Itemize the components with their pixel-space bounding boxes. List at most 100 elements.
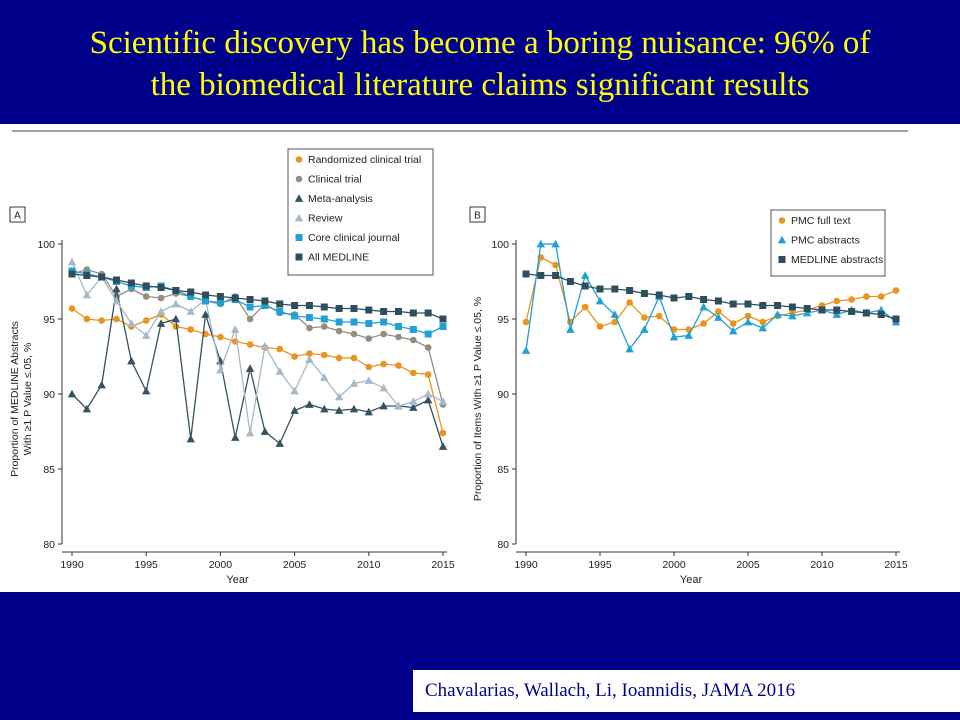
panel-a-series-5-point: [320, 303, 328, 311]
panel-a-series-5-point: [157, 284, 165, 291]
panel-a-series-4-point: [276, 308, 284, 315]
panel-a-series-2-point: [67, 389, 77, 398]
panel-a-series-5-point: [365, 306, 373, 314]
panel-b-series-2-point: [566, 278, 574, 285]
panel-a-series-3-point: [171, 299, 181, 308]
panel-a-series-2-point: [186, 434, 195, 443]
panel-b-series-2-point: [626, 287, 634, 294]
panel-a-series-5-point: [261, 297, 269, 305]
panel-b-series-2-point: [537, 272, 545, 279]
panel-a-series-2-point: [305, 400, 314, 408]
panel-a-series-5-point: [231, 294, 239, 302]
panel-a-series-2-point: [320, 404, 329, 413]
panel-a-series-0-point: [380, 360, 387, 368]
panel-b-series-0-point: [744, 312, 752, 320]
panel-a-series-3-point: [379, 383, 388, 392]
panel-a-series-5-point: [409, 309, 417, 317]
panel-a-series-3-point: [409, 397, 418, 405]
panel-a-series-0-point: [306, 350, 313, 357]
panel-b-x-tick-label: 2005: [736, 559, 760, 571]
panel-b-series-1-point: [773, 310, 782, 318]
panel-b-x-tick-label: 2015: [884, 559, 908, 571]
panel-b-series-1-point: [699, 302, 708, 311]
panel-b-series-1-point: [669, 332, 679, 341]
panel-a-series-2-point: [97, 380, 106, 389]
panel-a-series-1-point: [157, 294, 165, 302]
panel-a-series-0-point: [113, 315, 120, 323]
panel-b-series-0-point: [892, 287, 900, 294]
panel-a-legend-label-1: Clinical trial: [308, 174, 362, 186]
panel-b-series-2-point: [655, 291, 663, 299]
slide-title-line2: the biomedical literature claims signifi…: [150, 67, 810, 103]
panel-b-legend-marker-2: [778, 256, 786, 263]
panel-b-series-1-point: [625, 344, 634, 353]
panel-a-series-line-2: [71, 288, 444, 447]
panel-a-series-0-point: [395, 362, 402, 369]
panel-b-series-0-point: [863, 293, 870, 300]
citation-box: Chavalarias, Wallach, Li, Ioannidis, JAM…: [413, 670, 960, 712]
panel-a-series-3-point: [423, 389, 433, 398]
panel-a-series-4-point: [246, 303, 254, 311]
panel-a-y-tick-label: 95: [43, 314, 55, 326]
panel-b-y-tick-label: 85: [497, 464, 509, 476]
panel-b-series-1-point: [581, 271, 590, 279]
panel-b-series-2-point: [862, 309, 870, 317]
panel-a-legend-label-5: All MEDLINE: [308, 252, 369, 264]
panel-a-series-2-point: [349, 404, 359, 413]
panel-b-y-tick-label: 90: [497, 389, 509, 401]
panel-b-series-0-point: [833, 297, 841, 305]
panel-b-series-2-point: [729, 300, 737, 308]
panel-a-series-5-point: [424, 309, 432, 317]
panel-a-legend-marker-3: [294, 213, 304, 222]
panel-a-legend-marker-0: [295, 156, 303, 163]
panel-b-y-axis-label: Proportion of Items With ≥1 P Value ≤.05…: [472, 297, 484, 501]
panel-a-series-0-point: [142, 317, 150, 324]
panel-a-series-2-point: [171, 314, 181, 323]
panel-a-series-3-point: [231, 325, 240, 333]
panel-b-series-2-point: [759, 302, 767, 309]
panel-a-series-3-point: [127, 319, 136, 327]
panel-b-series-2-point: [744, 300, 752, 308]
panel-a-series-3-point: [67, 257, 77, 266]
panel-a-series-2-point: [112, 284, 121, 293]
panel-a-y-axis-label-2: With ≥1 P Value ≤.05, %: [22, 343, 34, 456]
panel-a-series-line-0: [71, 307, 444, 434]
panel-b-series-1-point: [714, 313, 723, 321]
panel-a-series-0-point: [187, 326, 195, 333]
panel-a-series-0-point: [246, 341, 254, 348]
panel-b-series-2-point: [892, 315, 900, 323]
panel-a-tag-box: [9, 206, 26, 223]
panel-a-x-tick-label: 2005: [283, 559, 307, 571]
panel-b-series-0-point: [729, 320, 737, 327]
panel-a-series-4-point: [380, 318, 388, 326]
panel-a-series-2-point: [245, 364, 255, 372]
panel-b-series-1-point: [595, 296, 605, 305]
panel-a-legend: [287, 148, 434, 276]
panel-b-series-2-point: [640, 290, 648, 297]
panel-a-series-2-point: [423, 395, 433, 404]
panel-a-series-2-point: [231, 433, 240, 441]
panel-a-series-2-point: [260, 427, 270, 435]
panel-a-series-5-point: [305, 302, 313, 309]
panel-a-series-4-point: [394, 323, 402, 330]
panel-a-series-5-point: [291, 302, 299, 309]
panel-a-series-5-point: [202, 291, 210, 299]
panel-a-x-tick-label: 2000: [209, 559, 233, 571]
panel-b-series-0-point: [700, 320, 707, 327]
panel-a-series-3-point: [216, 365, 225, 374]
panel-a-series-3-point: [275, 367, 284, 375]
panel-a-legend-label-2: Meta-analysis: [308, 193, 373, 205]
panel-a-series-0-point: [365, 363, 373, 371]
panel-a-series-0-point: [350, 354, 358, 362]
panel-a-series-line-3: [71, 261, 444, 434]
panel-a-series-line-1: [71, 268, 444, 405]
panel-a-x-tick-label: 2010: [357, 559, 381, 571]
panel-a-x-axis-label: Year: [226, 574, 249, 586]
panel-a-series-2-point: [334, 406, 344, 414]
panel-a-series-4-point: [187, 293, 195, 300]
panel-a-series-2-point: [201, 310, 210, 318]
panel-a-series-5-point: [350, 305, 358, 312]
panel-b-x-tick-label: 1990: [514, 559, 538, 571]
panel-b-series-2-point: [818, 306, 826, 314]
panel-a-y-tick-label: 90: [43, 389, 55, 401]
